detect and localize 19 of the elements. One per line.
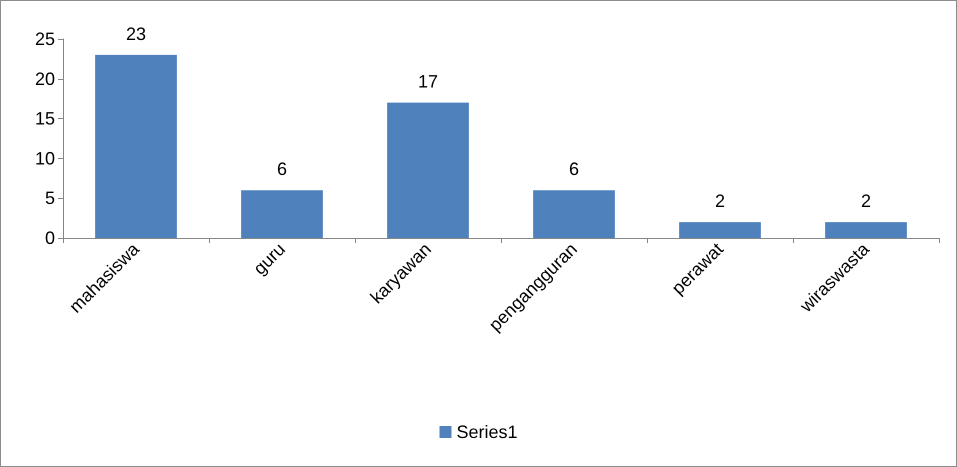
data-label: 6 [568,159,580,180]
bar [241,190,323,238]
data-label: 17 [418,72,438,92]
bar [679,222,761,238]
y-tick-label: 25 [34,29,55,49]
bar [95,54,177,238]
data-label: 23 [126,24,146,44]
y-tick-label: 15 [34,108,55,129]
y-tick-label: 20 [34,68,55,89]
bar [825,222,907,238]
y-tick-label: 5 [44,188,55,208]
bar [533,190,615,238]
data-label: 6 [276,159,288,180]
y-tick-label: 0 [44,228,55,248]
y-tick-label: 10 [34,148,55,168]
data-label: 2 [714,191,726,212]
legend-label: Series1 [456,422,518,442]
data-label: 2 [860,191,872,212]
bar [387,102,469,238]
